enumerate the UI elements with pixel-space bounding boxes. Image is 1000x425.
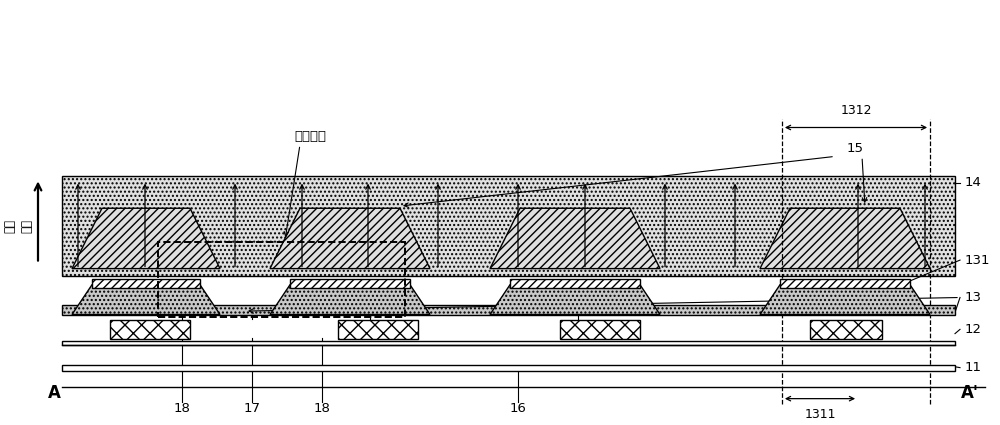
- Text: 12: 12: [965, 323, 982, 336]
- Bar: [158, 242, 405, 317]
- Polygon shape: [760, 208, 930, 269]
- Text: A: A: [48, 384, 60, 402]
- Text: 15: 15: [847, 142, 864, 155]
- Text: 17: 17: [244, 402, 260, 415]
- Polygon shape: [270, 285, 430, 314]
- Bar: [62, 365, 955, 371]
- Polygon shape: [72, 208, 220, 269]
- Text: 18: 18: [174, 402, 190, 415]
- Bar: [780, 279, 910, 288]
- Text: 架桥结构: 架桥结构: [294, 130, 326, 142]
- Bar: [810, 320, 882, 339]
- Text: 11: 11: [965, 361, 982, 374]
- Text: A': A': [961, 384, 979, 402]
- Polygon shape: [760, 285, 930, 314]
- Bar: [510, 279, 640, 288]
- Text: 法线
方向: 法线 方向: [3, 219, 33, 233]
- Bar: [290, 279, 410, 288]
- Bar: [560, 320, 640, 339]
- Bar: [62, 176, 955, 276]
- Text: 13: 13: [965, 291, 982, 304]
- Polygon shape: [270, 208, 430, 269]
- Text: 1311: 1311: [804, 408, 836, 421]
- Polygon shape: [490, 285, 660, 314]
- Text: 131: 131: [965, 254, 990, 266]
- Text: 16: 16: [510, 402, 526, 415]
- Bar: [110, 320, 190, 339]
- Polygon shape: [72, 285, 220, 314]
- Bar: [92, 279, 200, 288]
- Bar: [62, 305, 955, 314]
- Text: 14: 14: [965, 176, 982, 189]
- Bar: [338, 320, 418, 339]
- Bar: [62, 341, 955, 345]
- Text: 1312: 1312: [840, 104, 872, 117]
- Text: 18: 18: [314, 402, 330, 415]
- Polygon shape: [490, 208, 660, 269]
